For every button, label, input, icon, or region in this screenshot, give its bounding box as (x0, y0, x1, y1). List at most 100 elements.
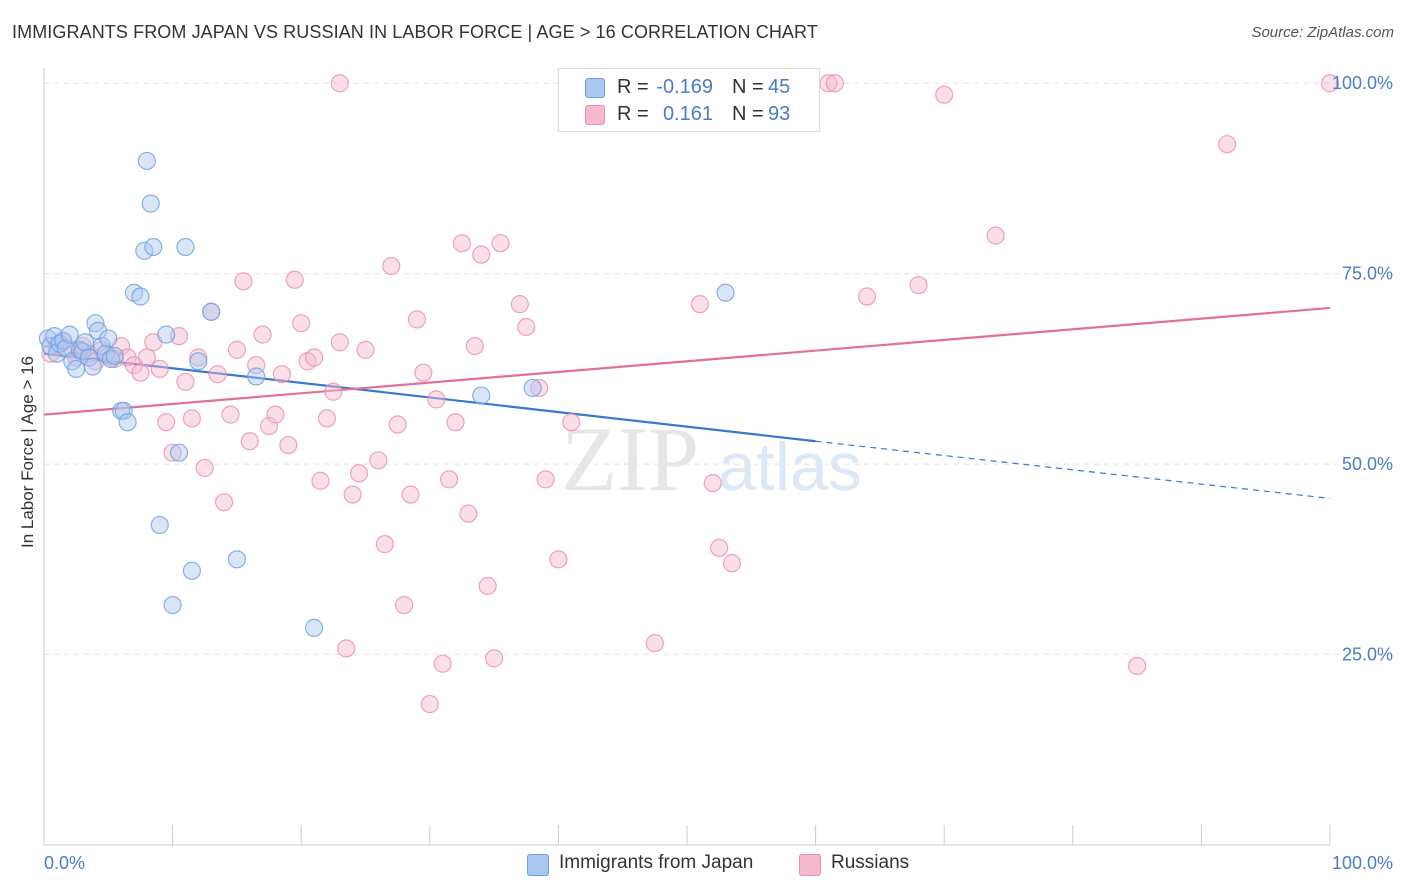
point-japan (189, 352, 208, 371)
point-russian (986, 226, 1005, 245)
point-russian (394, 595, 414, 615)
legend-n-value-russian: 93 (768, 103, 791, 125)
y-tick-label: 75.0% (1342, 264, 1393, 284)
point-russian (259, 416, 279, 436)
point-russian (311, 471, 330, 490)
legend-n-label: N = (732, 76, 764, 98)
series-label-japan: Immigrants from Japan (559, 852, 754, 873)
point-russian (137, 348, 156, 367)
point-russian (478, 576, 497, 596)
point-russian (292, 314, 311, 333)
point-russian (131, 363, 150, 382)
point-japan (157, 325, 176, 344)
point-russian (304, 348, 324, 367)
point-japan (60, 325, 79, 344)
point-russian (433, 654, 452, 673)
point-japan (150, 515, 169, 535)
point-russian (414, 363, 433, 382)
trend-line-japan-extension (815, 440, 1331, 499)
point-japan (131, 287, 150, 306)
point-russian (266, 405, 285, 424)
watermark: ZIP atlas (561, 408, 862, 510)
point-russian (337, 639, 356, 658)
point-japan (144, 237, 163, 257)
point-russian (234, 272, 253, 291)
point-russian (356, 340, 375, 359)
point-russian (690, 295, 709, 314)
correlation-legend: R = -0.169 N = 45 R = 0.161 N = 93 (558, 68, 820, 132)
point-russian (221, 405, 240, 424)
point-russian (420, 694, 439, 714)
data-points (38, 74, 1340, 714)
point-japan (176, 237, 195, 257)
point-russian (343, 485, 362, 504)
point-russian (317, 409, 337, 428)
point-russian (517, 317, 536, 337)
point-russian (452, 234, 472, 253)
point-japan (716, 283, 735, 302)
legend-r-label: R = (617, 103, 649, 125)
point-japan (105, 346, 124, 366)
point-russian (472, 245, 491, 264)
series-swatch-russian (799, 854, 821, 876)
point-japan (247, 367, 266, 386)
point-japan (118, 413, 137, 432)
point-russian (562, 413, 581, 432)
point-russian (401, 485, 420, 504)
legend-row-russian: R = 0.161 N = 93 (559, 100, 819, 128)
legend-swatch-japan (585, 78, 605, 98)
point-russian (150, 359, 169, 378)
axes (43, 68, 1331, 846)
point-japan (182, 561, 201, 580)
point-russian (1127, 656, 1147, 676)
point-russian (407, 310, 427, 329)
y-tick-label: 50.0% (1342, 454, 1393, 474)
watermark-zip: ZIP (561, 408, 699, 510)
point-russian (825, 74, 844, 93)
trend-line-russian (43, 306, 1331, 416)
point-japan (114, 401, 133, 420)
legend-n-label: N = (732, 103, 764, 125)
y-tick-label: 25.0% (1342, 645, 1393, 665)
point-japan (169, 443, 189, 462)
legend-r-label: R = (617, 76, 649, 98)
point-russian (909, 276, 928, 295)
point-russian (227, 340, 246, 359)
point-russian (491, 234, 510, 253)
legend-r-value-russian: 0.161 (662, 103, 713, 125)
point-russian (1320, 74, 1340, 93)
point-russian (189, 348, 208, 367)
point-russian (459, 504, 478, 523)
point-russian (195, 458, 214, 478)
point-russian (536, 470, 555, 489)
point-russian (240, 432, 259, 451)
point-russian (349, 464, 369, 483)
point-japan (472, 386, 491, 405)
point-russian (369, 451, 388, 470)
point-japan (83, 357, 102, 376)
legend-n-value-japan: 45 (768, 76, 791, 98)
point-russian (279, 435, 298, 455)
point-russian (645, 634, 664, 653)
point-russian (324, 382, 343, 401)
point-russian (272, 365, 292, 384)
point-russian (549, 550, 568, 569)
point-russian (208, 365, 227, 384)
y-tick-label: 100.0% (1332, 73, 1393, 93)
point-russian (330, 333, 349, 352)
point-russian (510, 295, 529, 314)
point-russian (465, 336, 484, 356)
series-label-russian: Russians (831, 852, 910, 873)
point-japan (88, 321, 108, 340)
point-russian (157, 413, 176, 432)
point-japan (163, 595, 182, 615)
point-japan (99, 329, 118, 348)
point-russian (388, 415, 407, 434)
series-swatch-japan (527, 854, 549, 876)
chart-title: IMMIGRANTS FROM JAPAN VS RUSSIAN IN LABO… (12, 22, 818, 42)
legend-r-value-japan: -0.169 (656, 76, 713, 98)
point-japan (523, 378, 542, 398)
y-tick-labels: 25.0% 50.0% 75.0% 100.0% (1332, 73, 1393, 664)
chart-source: Source: ZipAtlas.com (1251, 24, 1394, 41)
